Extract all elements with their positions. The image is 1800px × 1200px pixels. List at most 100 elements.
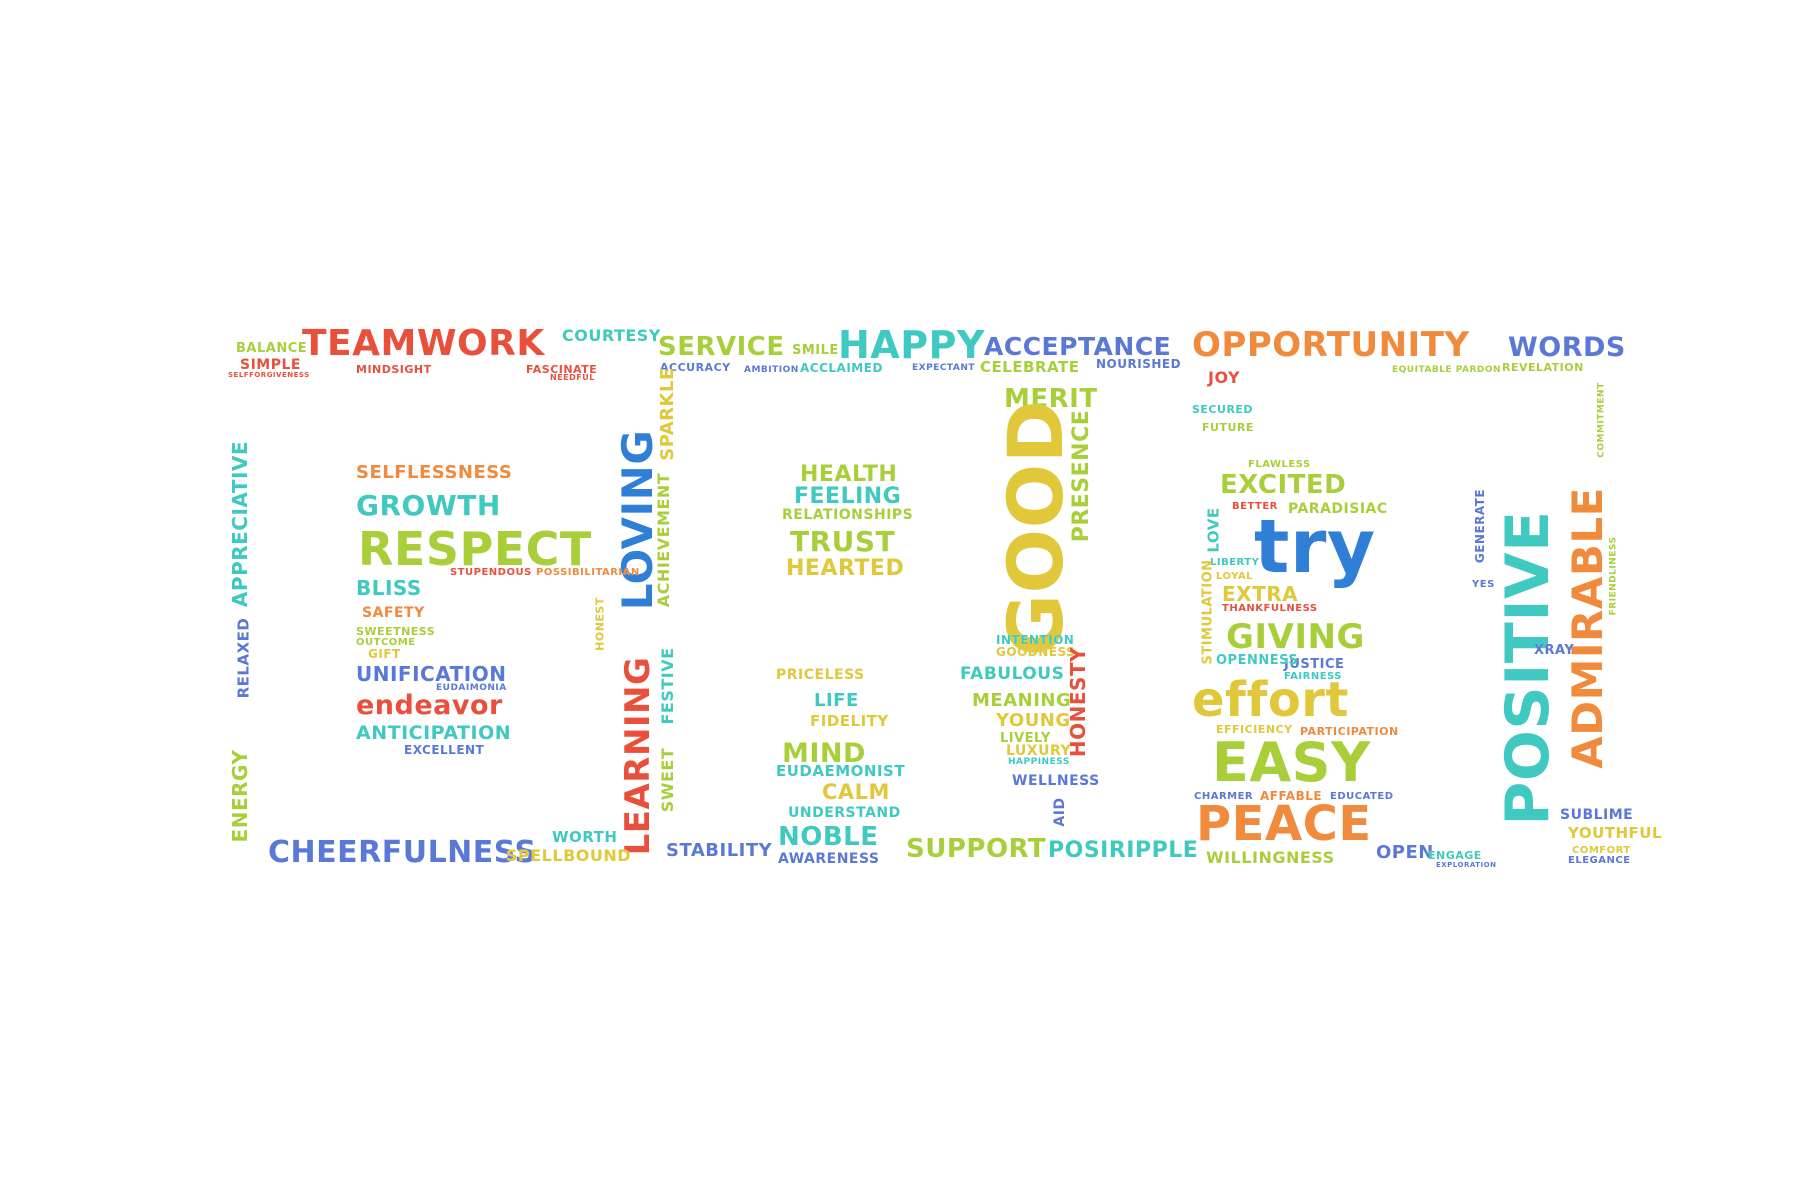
word: ENERGY [228,749,252,843]
word: RESPECT [358,522,592,576]
word: LOYAL [1216,571,1254,582]
word: ANTICIPATION [356,722,512,744]
word: HAPPY [838,323,985,367]
word: STIMULATION [1200,559,1216,665]
word: BLISS [356,576,422,600]
word: REVELATION [1502,361,1584,374]
word: ACCEPTANCE [984,332,1172,361]
word: YOUTHFUL [1568,824,1663,842]
word: try [1254,504,1376,590]
word: SERVICE [658,332,785,362]
word: WORTH [552,828,618,846]
word: SWEETNESS [356,625,436,638]
word: PRICELESS [776,667,865,683]
word: AFFABLE [1260,789,1323,803]
word: PARADISIAC [1288,501,1388,517]
word: effort [1192,672,1349,728]
word: GOODNESS [996,645,1076,659]
word: TRUST [790,525,896,558]
word: FEELING [794,484,902,509]
word: SWEET [658,747,677,813]
word: GOOD [991,399,1080,657]
word: ACHIEVEMENT [654,472,673,608]
word: EDUCATED [1330,791,1394,802]
word: EXPLORATION [1436,861,1497,869]
word: EUDAIMONIA [436,683,507,693]
word: CHARMER [1194,791,1254,802]
word: AMBITION [744,365,799,375]
word: APPRECIATIVE [228,440,252,608]
word: XRAY [1534,643,1575,658]
word: SPELLBOUND [506,846,632,865]
word: AWARENESS [778,851,880,867]
word: TEAMWORK [302,323,545,364]
word: THANKFULNESS [1222,603,1318,614]
word: UNDERSTAND [788,805,901,821]
word: SELFFORGIVENESS [228,371,310,379]
word: EASY [1212,731,1371,794]
word: ACCLAIMED [800,361,883,375]
word: HONEST [593,597,607,651]
word: HAPPINESS [1008,757,1070,767]
word: FUTURE [1202,421,1254,434]
word: EXCELLENT [404,743,485,757]
word: EXTRA [1222,582,1299,606]
word: GENERATE [1473,488,1487,564]
word: POSIRIPPLE [1048,838,1199,863]
word: FESTIVE [658,647,677,725]
word: ADMIRABLE [1563,487,1612,769]
word: OUTCOME [356,637,416,648]
word: LOVING [613,429,662,611]
word: GIFT [368,647,401,661]
word: HEALTH [800,462,898,487]
word: BALANCE [236,341,308,356]
word: FAIRNESS [1284,671,1342,682]
word: JUSTICE [1284,657,1345,672]
word: SAFETY [362,605,425,621]
word: LIVELY [1000,731,1051,746]
word: FABULOUS [960,664,1065,684]
word: OPPORTUNITY [1192,325,1470,365]
word: ACCURACY [660,361,731,374]
word: RELAXED [234,617,253,699]
word: POSSIBILITARIAN [536,567,640,578]
word: BETTER [1232,501,1278,512]
word: HONESTY [1066,646,1090,758]
word: STUPENDOUS [450,567,532,578]
word: FASCINATE [526,363,598,376]
word: YOUNG [996,710,1071,731]
word: LEARNING [618,656,658,856]
word: SMILE [792,343,839,358]
word: FIDELITY [810,712,889,730]
word: GIVING [1226,617,1365,657]
word: FRIENDLINESS [1608,536,1619,616]
word: OPEN [1376,842,1434,863]
word: CALM [822,780,890,804]
word: LUXURY [1006,743,1072,759]
word: SUPPORT [906,834,1047,864]
word: COMMITMENT [1596,382,1607,458]
word: WORDS [1508,332,1626,363]
word: GROWTH [356,489,501,522]
word: MINDSIGHT [356,363,432,376]
word: RELATIONSHIPS [782,507,914,523]
word: MERIT [1004,384,1098,414]
word: EQUITABLE PARDON [1392,365,1502,375]
word: ELEGANCE [1568,855,1631,866]
word: SECURED [1192,403,1254,416]
word: EXCITED [1220,470,1347,500]
word: WELLNESS [1012,773,1100,789]
word: ENGAGE [1428,849,1482,862]
word: CELEBRATE [980,358,1080,376]
word: EXPECTANT [912,363,976,373]
word: EFFICIENCY [1216,723,1293,736]
word: COURTESY [562,326,661,345]
word: INTENTION [996,633,1075,647]
word: SUBLIME [1560,807,1634,823]
word: NOBLE [778,822,879,852]
word: NEEDFUL [550,373,595,382]
word: UNIFICATION [356,662,507,686]
word: YES [1472,579,1495,590]
word: SELFLESSNESS [356,462,513,483]
